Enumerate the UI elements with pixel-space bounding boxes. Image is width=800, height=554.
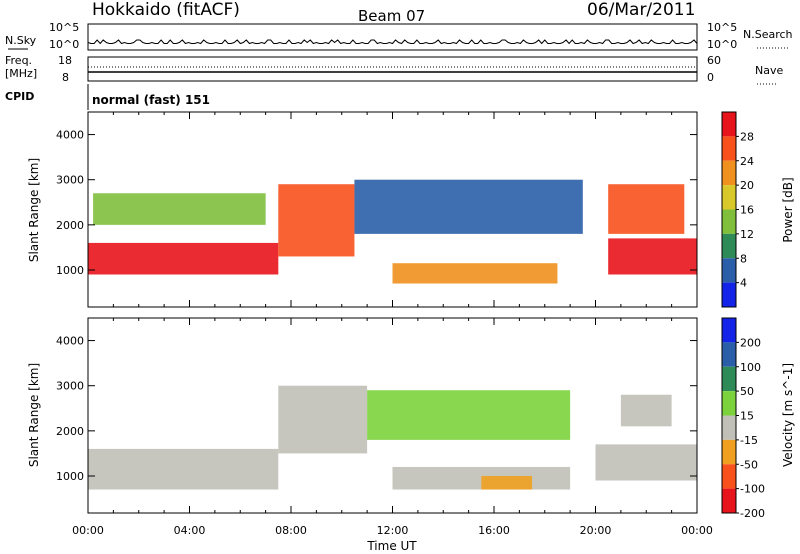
power-region-2 [93, 193, 266, 225]
colorbar-tick-label: 20 [740, 179, 754, 192]
velocity-region-6 [481, 475, 533, 490]
nave-tick-bottom: 0 [707, 71, 714, 84]
colorbar-tick-label: 50 [740, 385, 754, 398]
colorbar-tick-label: 200 [740, 336, 761, 349]
colorbar-segment [722, 488, 736, 513]
nsearch-tick-top: 10^5 [707, 21, 737, 34]
nsky-panel-frame [87, 23, 698, 51]
beam-title: Beam 07 [358, 7, 425, 25]
colorbar-segment [722, 464, 736, 489]
colorbar-segment [722, 282, 736, 307]
freq-panel-frame [87, 56, 698, 82]
colorbar-tick-label: 100 [740, 361, 761, 374]
freq-label-line1: Freq. [5, 54, 32, 67]
nsearch-label: N.Search [743, 28, 793, 41]
power-region-4 [392, 263, 558, 284]
colorbar-segment [722, 391, 736, 416]
y-tick-label: 1000 [56, 264, 84, 277]
power-region-5 [608, 238, 697, 275]
x-axis-label: Time UT [366, 539, 417, 553]
y-tick-label: 2000 [56, 425, 84, 438]
colorbar-tick-label: 24 [740, 155, 754, 168]
colorbar-segment [722, 415, 736, 440]
colorbar-tick-label: -200 [740, 507, 765, 520]
velocity-colorbar-label: Velocity [m s^-1] [781, 363, 795, 467]
colorbar-segment [722, 439, 736, 465]
velocity-region-0 [88, 448, 279, 490]
power-region-0 [88, 242, 279, 275]
power-region-1 [278, 184, 355, 257]
nsky-label: N.Sky [5, 34, 37, 47]
y-tick-label: 4000 [56, 129, 84, 142]
velocity-colorbar: 200 100 50 15 -15 -50 -100 -200 [721, 317, 765, 520]
nsky-left-tick-top: 10^5 [49, 21, 79, 34]
power-y-axis: 1000 2000 3000 4000 [56, 112, 698, 307]
power-heatmap [88, 179, 697, 284]
velocity-ylabel: Slant Range [km] [27, 363, 41, 467]
x-tick-label: 12:00 [377, 524, 409, 537]
velocity-y-axis: 1000 2000 3000 4000 [56, 318, 698, 513]
nave-tick-top: 60 [707, 54, 721, 67]
velocity-region-3 [367, 390, 571, 440]
colorbar-segment [722, 233, 736, 259]
power-region-3 [354, 179, 583, 234]
power-colorbar-label: Power [dB] [781, 177, 795, 242]
velocity-region-5 [620, 394, 672, 427]
freq-left-tick-top: 18 [58, 54, 72, 67]
y-tick-label: 3000 [56, 174, 84, 187]
x-tick-label: 16:00 [478, 524, 510, 537]
colorbar-segment [722, 209, 736, 234]
colorbar-segment [722, 112, 736, 137]
velocity-region-1 [278, 385, 368, 454]
x-tick-label: 00:00 [681, 524, 713, 537]
colorbar-tick-label: 15 [740, 410, 754, 423]
cpid-value: normal (fast) 151 [92, 93, 210, 107]
colorbar-segment [722, 136, 736, 161]
colorbar-tick-label: 28 [740, 130, 754, 143]
power-ylabel: Slant Range [km] [27, 158, 41, 262]
x-tick-label: 00:00 [72, 524, 104, 537]
colorbar-tick-label: 12 [740, 228, 754, 241]
colorbar-tick-label: 4 [740, 277, 747, 290]
velocity-heatmap [88, 385, 697, 490]
nsky-trace [87, 39, 698, 45]
freq-left-tick-bottom: 8 [62, 71, 69, 84]
colorbar-segment [722, 185, 736, 210]
cpid-label: CPID [5, 90, 34, 103]
x-tick-label: 04:00 [174, 524, 206, 537]
power-colorbar: 28 24 20 16 12 8 4 [721, 111, 754, 308]
colorbar-tick-label: 8 [740, 252, 747, 265]
nsearch-tick-bottom: 10^0 [707, 38, 737, 51]
date-title: 06/Mar/2011 [587, 0, 695, 20]
time-x-axis: 00:00 04:00 08:00 12:00 16:00 20:00 00:00 [72, 524, 713, 537]
y-tick-label: 2000 [56, 219, 84, 232]
y-tick-label: 1000 [56, 470, 84, 483]
colorbar-segment [722, 258, 736, 283]
colorbar-tick-label: -50 [740, 458, 758, 471]
colorbar-tick-label: -15 [740, 434, 758, 447]
y-tick-label: 3000 [56, 380, 84, 393]
colorbar-segment [722, 366, 736, 392]
x-tick-label: 08:00 [275, 524, 307, 537]
colorbar-segment [722, 342, 736, 367]
colorbar-tick-label: -100 [740, 483, 765, 496]
freq-label-line2: [MHz] [5, 67, 37, 80]
power-region-6 [608, 184, 685, 234]
nave-label: Nave [755, 64, 783, 77]
station-title: Hokkaido (fitACF) [92, 0, 240, 20]
nsky-left-tick-bottom: 10^0 [49, 38, 79, 51]
colorbar-segment [722, 318, 736, 343]
x-tick-label: 20:00 [580, 524, 612, 537]
velocity-region-4 [595, 444, 697, 481]
colorbar-tick-label: 16 [740, 204, 754, 217]
y-tick-label: 4000 [56, 335, 84, 348]
colorbar-segment [722, 160, 736, 186]
